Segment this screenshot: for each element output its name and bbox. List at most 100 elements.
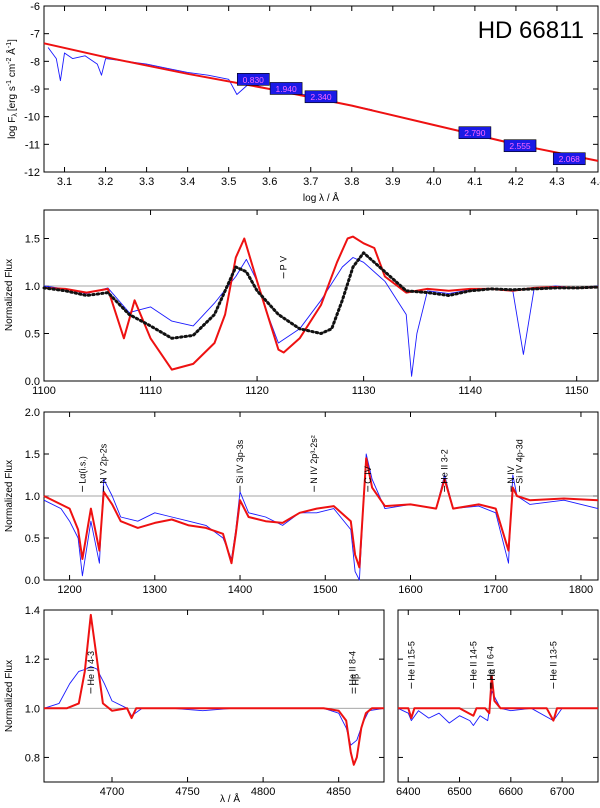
halpha-line-ids: He II 15-5 He II 14-5 He II 6-4Hα He II 13-… [406,641,558,689]
iue-y-tick-label: 0.5 [25,533,40,545]
sed-y-tick-label: -11 [25,139,40,151]
sed-filter-box [304,90,338,104]
fuse-series [42,235,600,377]
fuse-y-tick-label: 0.0 [25,376,40,388]
sed-y-tick-label: -7 [30,29,40,41]
halpha-line-id-label: He II 15-5 [406,641,416,681]
halpha-x-tick-label: 6700 [550,786,574,798]
hbeta-x-tick-label: 4800 [251,786,275,798]
iue-line-id-label: N V 2p-2s [99,443,109,484]
sed-filter-box [552,152,586,166]
sed-filter-box [236,73,270,86]
sed-filter-box [269,82,303,95]
sed-panel: HD 66811 log λ / Å log Fλ[erg s-1 cm-2 Å… [5,1,600,204]
fuse-x-tick-label: 1140 [458,385,482,397]
sed-filter-label: 2.068 [559,154,581,164]
hbeta-y-tick-label: 1.0 [25,703,40,715]
sed-x-tick-label: 3.9 [385,176,400,188]
hbeta-x-tick-label: 4850 [326,786,350,798]
fuse-x-tick-label: 1100 [32,385,56,397]
fuse-x-tick-label: 1150 [565,385,589,397]
sed-filter-box [503,139,537,153]
iue-x-tick-label: 1200 [57,584,81,596]
fuse-y-axis-label: Normalized Flux [4,259,15,331]
iue-line-id-label: N IV 2p³-2s² [309,435,319,484]
hbeta-x-tick-label: 4750 [175,786,199,798]
hbeta-series [43,613,385,766]
halpha-frame [397,609,599,783]
iue-line-id-label: Si IV 4p-3d [515,439,525,484]
halpha-series [397,675,598,726]
fuse-y-tick-label: 1.5 [25,234,40,246]
hbeta-x-tick-label: 4700 [100,786,124,798]
sed-x-tick-label: 3.4 [180,176,195,188]
sed-x-tick-label: 4.0 [426,176,441,188]
sed-x-tick-label: 3.5 [221,176,236,188]
hbeta-line-id-label: Hβ [350,674,360,686]
fuse-frame [43,209,599,382]
sed-y-axis-label: log Fλ[erg s-1 cm-2 Å-1] [5,39,19,139]
sed-filter-label: 0.830 [243,75,265,85]
hbeta-y-axis-label: Normalized Flux [4,660,15,732]
sed-filter-labels: 0.830 1.940 2.340 2.790 2.555 2.068 [236,73,586,166]
sed-filter-box [458,126,492,140]
sed-ticks: 3.1 3.2 3.3 3.4 3.5 3.6 3.7 3.8 3.9 4.0 4.1 4.2 4.3 4… [24,1,600,188]
fuse-line-ids: P V [279,256,289,279]
halpha-x-tick-label: 6600 [499,786,523,798]
halpha-line-id-label: Hα [487,669,497,681]
sed-x-axis-label: log λ / Å [303,191,339,204]
hbeta-line-id-label: He II 8-4 [347,651,357,686]
iue-ticks: 1200 1300 1400 1500 1600 1700 1800 0.0 0.5 1.0 1.5… [25,407,598,596]
sed-x-tick-label: 4.1 [467,176,482,188]
sed-filter-label: 2.790 [464,128,486,138]
sed-filter-label: 2.340 [310,92,332,102]
optical-halpha-panel: 6400 6500 6600 6700 He II 15-5 He II 14-5 He … [396,609,599,798]
sed-x-tick-label: 3.7 [303,176,318,188]
halpha-line-id-label: He II 6-4 [485,646,495,681]
halpha-observed-line [397,690,598,726]
sed-x-tick-label: 4.4 [590,176,600,188]
hbeta-model-line [44,613,384,766]
sed-filter-label: 2.555 [509,141,531,151]
hbeta-frame [43,609,385,783]
fuse-x-tick-label: 1130 [352,385,376,397]
hbeta-ticks: 4700 4750 4800 4850 0.8 1.0 1.2 1.4 [25,605,384,798]
iue-line-id-label: He II 3-2 [440,449,450,484]
iue-line-id-label: Si IV 3p-3s [235,439,245,484]
halpha-x-tick-label: 6400 [396,786,420,798]
sed-x-tick-label: 3.1 [57,176,72,188]
sed-y-tick-label: -9 [30,84,40,96]
halpha-line-id-label: He II 14-5 [468,641,478,681]
iue-y-tick-label: 0.0 [25,575,40,587]
halpha-model-line [398,675,598,722]
chart-title: HD 66811 [478,17,584,44]
fuse-panel: Normalized Flux 1100 1110 1120 1130 1140 1150… [4,209,600,397]
iue-panel: Normalized Flux 1200 1300 1400 1500 1600 1700… [4,407,599,596]
iue-x-tick-label: 1400 [228,584,252,596]
sed-x-tick-label: 3.6 [262,176,277,188]
fuse-dotted-model-line [42,251,600,340]
iue-x-tick-label: 1600 [398,584,422,596]
sed-x-tick-label: 3.2 [98,176,113,188]
shared-x-axis-label: λ / Å [220,792,240,805]
iue-y-tick-label: 1.5 [25,449,40,461]
optical-hbeta-panel: Normalized Flux 4700 4750 4800 4850 0.8 1.0 1.… [4,605,385,798]
sed-x-tick-label: 3.3 [139,176,154,188]
iue-x-tick-label: 1700 [483,584,507,596]
iue-line-ids: Lα(i.s.) N V 2p-2s Si IV 3p-3s N IV 2p³-2s²… [77,435,525,492]
iue-x-tick-label: 1500 [313,584,337,596]
iue-y-tick-label: 1.0 [25,491,40,503]
fuse-model-line [43,235,599,371]
hbeta-y-tick-label: 1.4 [25,605,40,617]
halpha-x-tick-label: 6500 [447,786,471,798]
iue-line-id-label: C IV [363,466,373,484]
sed-y-tick-label: -12 [24,167,40,179]
fuse-y-tick-label: 0.5 [25,329,40,341]
iue-x-tick-label: 1800 [569,584,593,596]
halpha-line-id-label: He II 13-5 [548,641,558,681]
fuse-y-tick-label: 1.0 [25,281,40,293]
iue-line-id-label: N IV [506,466,516,484]
hbeta-line-id-label: He II 4-3 [86,651,96,686]
sed-y-tick-label: -6 [30,1,40,13]
